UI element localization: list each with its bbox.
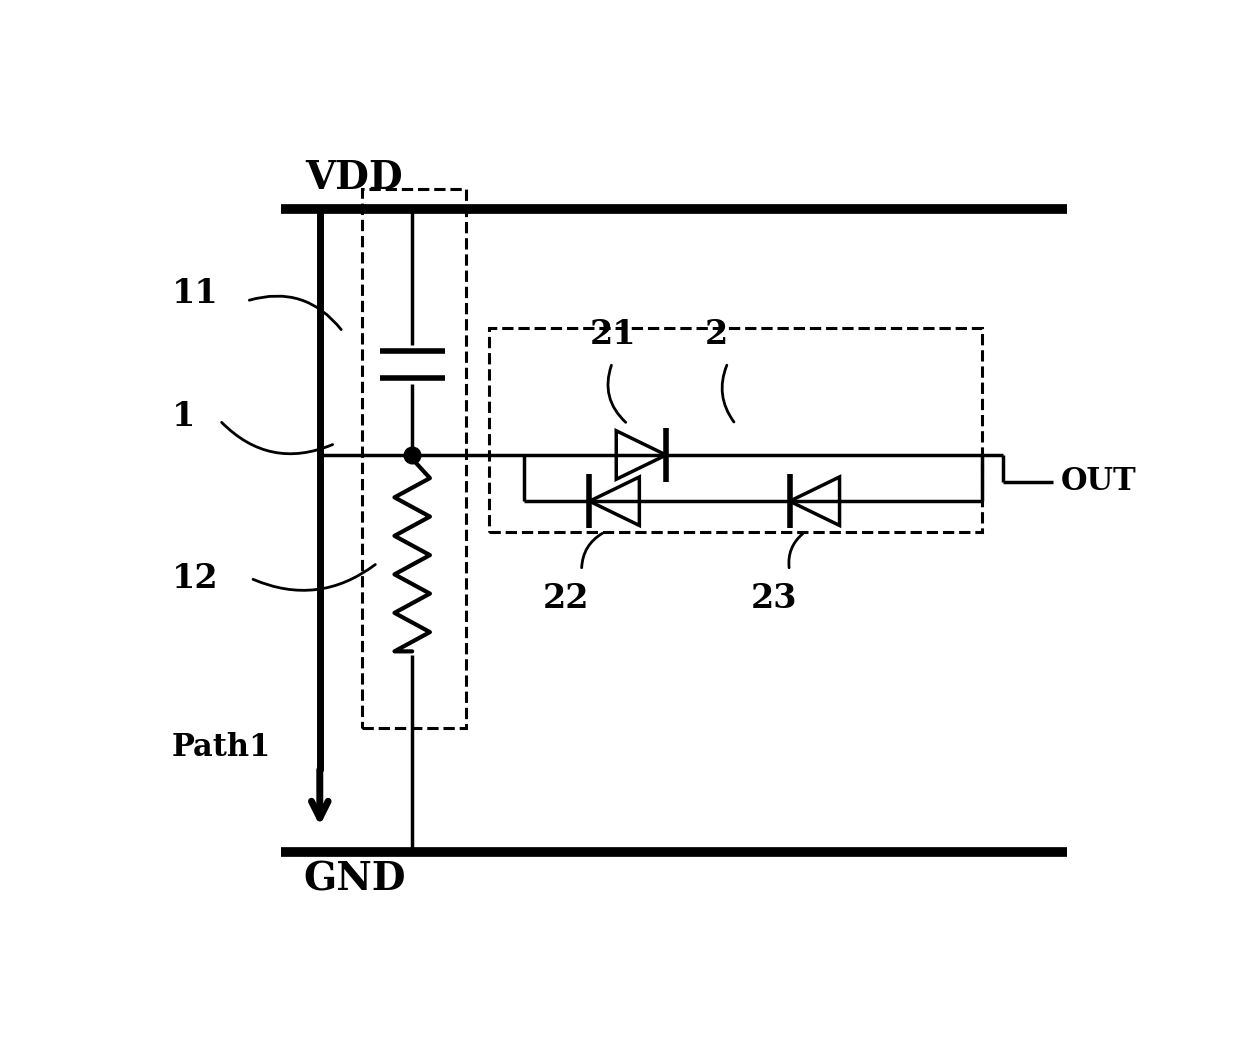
Text: 21: 21: [589, 318, 636, 351]
Text: 1: 1: [172, 400, 196, 433]
Text: 22: 22: [543, 582, 589, 615]
Text: 12: 12: [172, 562, 218, 594]
Text: 11: 11: [172, 276, 218, 310]
Text: GND: GND: [304, 860, 405, 899]
Text: VDD: VDD: [305, 159, 403, 197]
Text: 2: 2: [704, 318, 728, 351]
Text: Path1: Path1: [172, 732, 272, 763]
Text: 23: 23: [751, 582, 797, 615]
Text: OUT: OUT: [1061, 467, 1137, 498]
